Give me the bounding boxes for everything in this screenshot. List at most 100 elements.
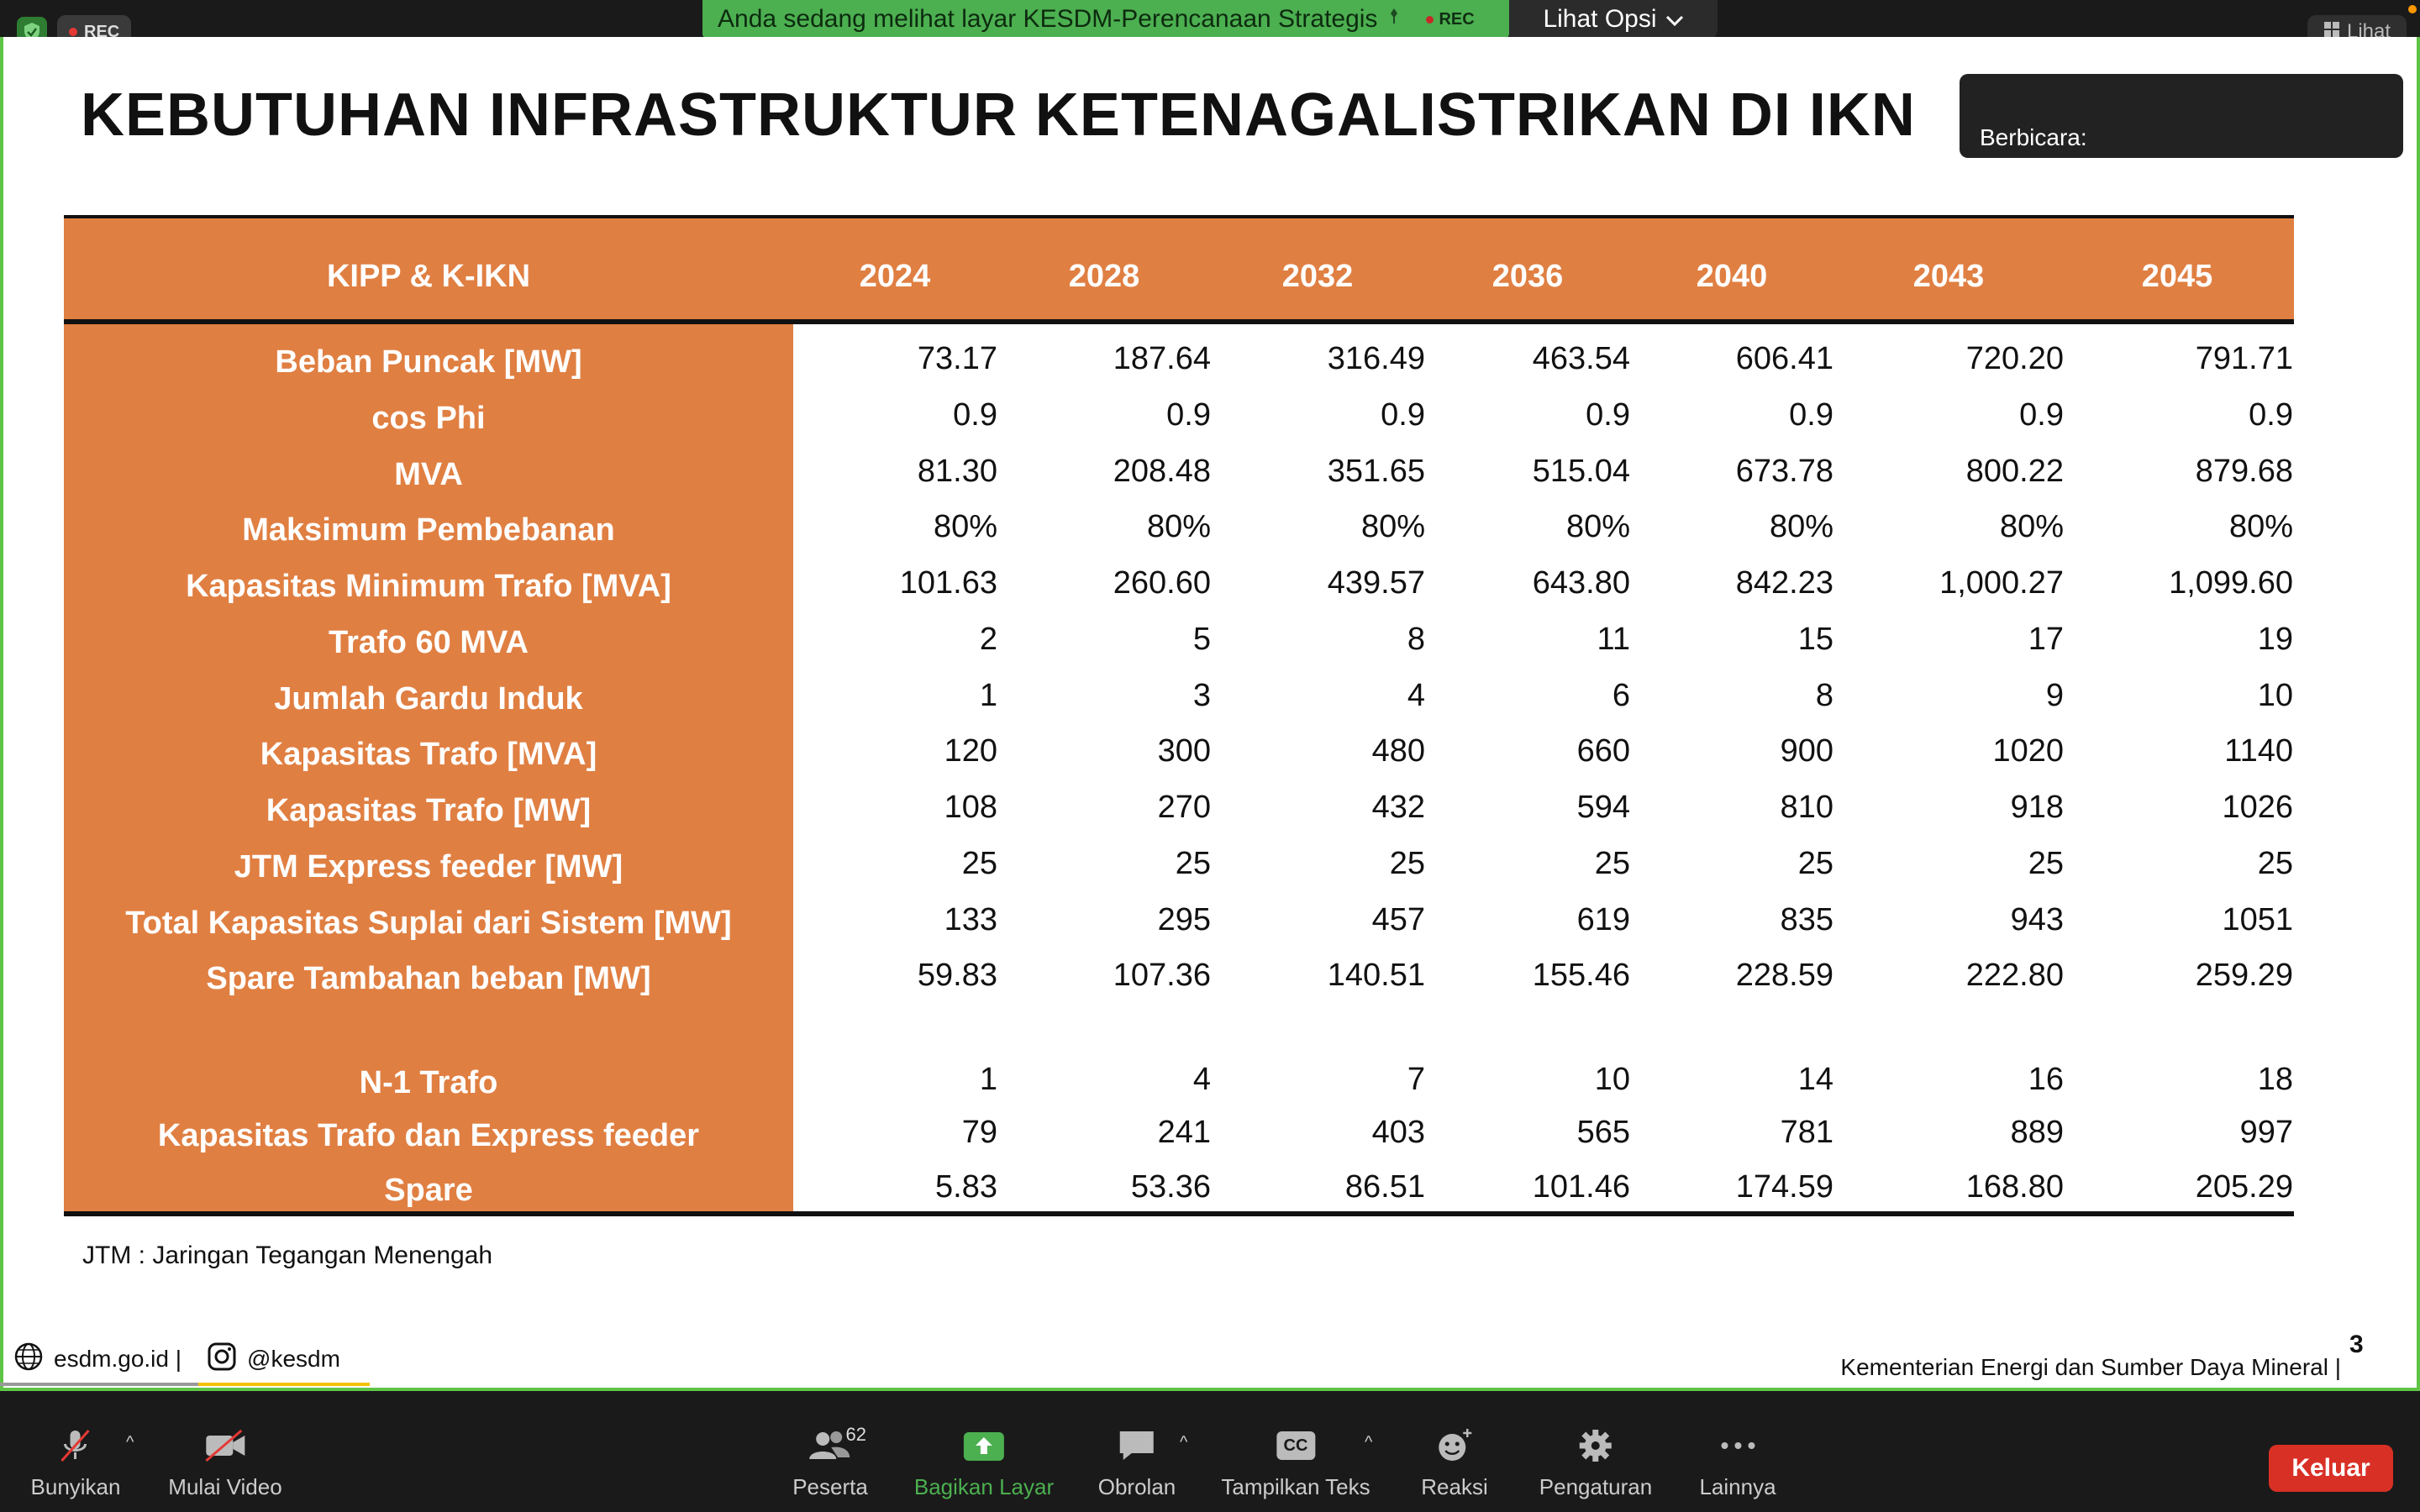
participants-label: Peserta: [792, 1474, 868, 1499]
unmute-button[interactable]: Bunyikan: [30, 1420, 121, 1512]
table-cell: 295: [1157, 902, 1211, 937]
table-cell: 174.59: [1735, 1169, 1833, 1205]
row-label: Kapasitas Minimum Trafo [MVA]: [186, 569, 671, 604]
view-options-label: Lihat Opsi: [1543, 5, 1657, 33]
speaker-label: Berbicara:: [1980, 124, 2087, 150]
active-speaker-panel: Berbicara:: [1960, 74, 2403, 158]
table-cell: 4: [1407, 678, 1425, 713]
table-cell: 1140: [2224, 733, 2293, 769]
footer-website: esdm.go.id |: [54, 1346, 182, 1372]
leave-meeting-button[interactable]: Keluar: [2269, 1445, 2393, 1492]
captions-options-caret-icon[interactable]: ^: [1365, 1433, 1373, 1452]
start-video-label: Mulai Video: [168, 1474, 282, 1499]
table-cell: 18: [2257, 1062, 2293, 1097]
chat-bubble-icon: [1114, 1425, 1160, 1466]
row-label: JTM Express feeder [MW]: [234, 849, 623, 885]
table-cell: 79: [961, 1115, 997, 1150]
more-button[interactable]: Lainnya: [1699, 1420, 1776, 1512]
row-label: Kapasitas Trafo [MW]: [266, 793, 592, 828]
table-cell: 80%: [1360, 509, 1425, 544]
table-cell: 900: [1780, 733, 1833, 769]
table-cell: 8: [1815, 678, 1833, 713]
pin-icon: [1387, 5, 1401, 34]
table-cell: 168.80: [1965, 1169, 2064, 1205]
microphone-muted-icon: [53, 1425, 98, 1466]
recording-dot-icon: [69, 28, 77, 36]
table-footnote: JTM : Jaringan Tegangan Menengah: [82, 1242, 493, 1269]
banner-recording-indicator: REC: [1426, 9, 1475, 29]
reactions-button[interactable]: Reaksi: [1421, 1420, 1488, 1512]
table-cell: 835: [1780, 902, 1833, 937]
banner-recording-label: REC: [1439, 9, 1475, 29]
table-cell: 4: [1192, 1062, 1211, 1097]
video-off-icon: [203, 1425, 248, 1466]
table-cell: 432: [1371, 790, 1425, 825]
show-captions-button[interactable]: CC Tampilkan Teks: [1221, 1420, 1370, 1512]
row-label: MVA: [394, 457, 463, 492]
more-dots-icon: [1715, 1425, 1760, 1466]
table-cell: 943: [2010, 902, 2064, 937]
table-cell: 25: [1175, 846, 1211, 881]
table-cell: 0.9: [2249, 397, 2293, 433]
screen-share-banner: Anda sedang melihat layar KESDM-Perencan…: [702, 0, 1509, 39]
table-cell: 17: [2028, 622, 2064, 657]
footer-accent-gray: [0, 1383, 198, 1386]
table-cell: 1,000.27: [1939, 565, 2064, 601]
share-screen-button[interactable]: Bagikan Layar: [914, 1420, 1054, 1512]
table-cell: 9: [2045, 678, 2064, 713]
row-label: Total Kapasitas Suplai dari Sistem [MW]: [125, 906, 732, 941]
table-cell: 791.71: [2195, 341, 2293, 376]
table-cell: 781: [1780, 1115, 1833, 1150]
table-cell: 1,099.60: [2169, 565, 2293, 601]
table-cell: 918: [2010, 790, 2064, 825]
chat-options-caret-icon[interactable]: ^: [1180, 1433, 1188, 1452]
table-cell: 80%: [1999, 509, 2064, 544]
gear-icon: [1573, 1425, 1618, 1466]
year-header: 2040: [1696, 259, 1768, 294]
row-label: Kapasitas Trafo [MVA]: [260, 737, 597, 772]
participants-button[interactable]: 62 Peserta: [792, 1420, 868, 1512]
table-cell: 810: [1780, 790, 1833, 825]
start-video-button[interactable]: Mulai Video: [168, 1420, 282, 1512]
table-cell: 800.22: [1965, 454, 2064, 489]
table-cell: 300: [1157, 733, 1211, 769]
row-label: Trafo 60 MVA: [329, 625, 529, 660]
participants-icon: 62: [808, 1424, 866, 1466]
slide-title: KEBUTUHAN INFRASTRUKTUR KETENAGALISTRIKA…: [81, 81, 1916, 149]
table-cell: 205.29: [2195, 1169, 2293, 1205]
table-cell: 10: [2257, 678, 2293, 713]
table-cell: 107.36: [1113, 958, 1211, 993]
table-cell: 241: [1157, 1115, 1211, 1150]
table-cell: 228.59: [1735, 958, 1833, 993]
year-header: 2036: [1491, 259, 1564, 294]
table-cell: 0.9: [1586, 397, 1630, 433]
table-cell: 463.54: [1532, 341, 1630, 376]
table-cell: 0.9: [1381, 397, 1425, 433]
table-cell: 73.17: [917, 341, 997, 376]
share-screen-label: Bagikan Layar: [913, 1474, 1055, 1499]
row-label: Jumlah Gardu Induk: [274, 681, 583, 717]
table-cell: 80%: [2228, 509, 2293, 544]
table-cell: 1: [979, 678, 997, 713]
table-cell: 25: [1389, 846, 1425, 881]
audio-options-caret-icon[interactable]: ^: [126, 1433, 134, 1452]
table-cell: 673.78: [1735, 454, 1833, 489]
table-cell: 5: [1192, 622, 1211, 657]
table-cell: 80%: [1565, 509, 1630, 544]
view-options-button[interactable]: Lihat Opsi: [1509, 0, 1718, 39]
table-header-row: KIPP & K-IKN 2024 2028 2032 2036 2040 20…: [64, 218, 2294, 324]
table-cell: 2: [979, 622, 997, 657]
table-cell: 0.9: [2019, 397, 2064, 433]
row-label: N-1 Trafo: [359, 1065, 498, 1100]
settings-button[interactable]: Pengaturan: [1539, 1420, 1652, 1512]
chat-button[interactable]: Obrolan: [1098, 1420, 1176, 1512]
year-header: 2028: [1068, 259, 1140, 294]
table-cell: 439.57: [1327, 565, 1425, 601]
table-cell: 720.20: [1965, 341, 2064, 376]
table-cell: 86.51: [1344, 1169, 1425, 1205]
footer-accent-yellow: [198, 1383, 370, 1386]
table-cell: 1020: [1992, 733, 2064, 769]
year-header: 2032: [1281, 259, 1354, 294]
table-cell: 1: [979, 1062, 997, 1097]
unmute-label: Bunyikan: [30, 1474, 121, 1499]
